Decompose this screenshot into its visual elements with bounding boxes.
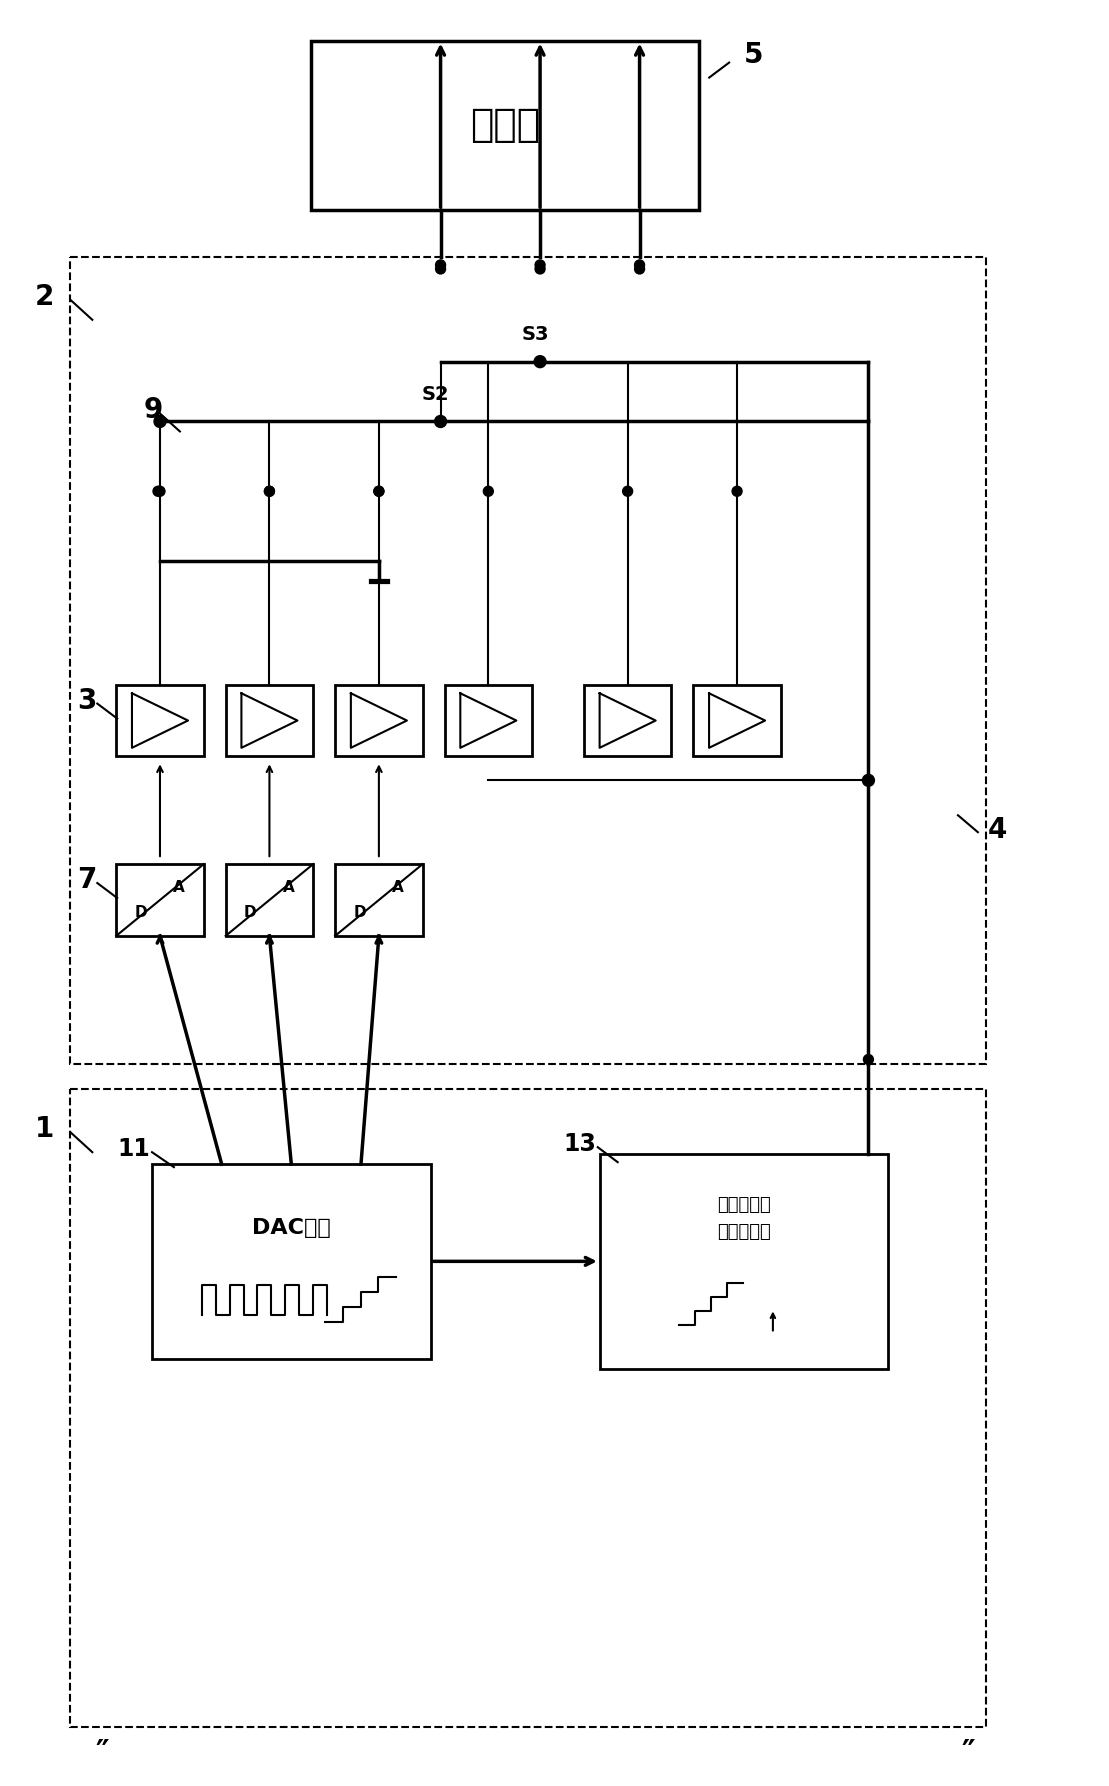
Circle shape xyxy=(622,486,632,497)
Bar xyxy=(335,684,423,757)
Circle shape xyxy=(436,261,446,270)
Circle shape xyxy=(732,486,742,497)
Circle shape xyxy=(374,486,384,497)
Bar xyxy=(225,684,313,757)
Circle shape xyxy=(436,264,446,273)
Text: 7: 7 xyxy=(78,866,96,895)
Bar xyxy=(116,684,204,757)
Text: A: A xyxy=(283,879,295,895)
Text: 2: 2 xyxy=(35,282,54,311)
Circle shape xyxy=(264,486,274,497)
Text: S2: S2 xyxy=(421,384,449,404)
Text: A: A xyxy=(393,879,404,895)
Text: 5: 5 xyxy=(744,41,763,68)
Circle shape xyxy=(435,416,447,427)
Circle shape xyxy=(536,261,545,270)
Text: 4: 4 xyxy=(988,816,1007,845)
Bar xyxy=(152,1164,430,1359)
Bar xyxy=(583,684,671,757)
Circle shape xyxy=(864,1054,874,1064)
Bar xyxy=(71,1089,986,1727)
Text: D: D xyxy=(134,906,147,920)
Circle shape xyxy=(484,486,494,497)
Bar xyxy=(116,864,204,936)
Circle shape xyxy=(374,486,384,497)
Circle shape xyxy=(264,486,274,497)
Text: 9: 9 xyxy=(144,395,163,423)
Text: 11: 11 xyxy=(118,1138,150,1161)
Text: 功率级: 功率级 xyxy=(470,107,540,145)
Bar xyxy=(693,684,781,757)
Circle shape xyxy=(634,264,644,273)
Text: DAC控制: DAC控制 xyxy=(252,1218,330,1238)
Circle shape xyxy=(154,416,166,427)
Circle shape xyxy=(536,264,545,273)
Text: 选通脉冲解
码逻辑电路: 选通脉冲解 码逻辑电路 xyxy=(718,1197,771,1241)
Circle shape xyxy=(155,486,165,497)
Bar xyxy=(312,41,700,211)
Bar xyxy=(71,257,986,1064)
Text: A: A xyxy=(173,879,185,895)
Circle shape xyxy=(535,355,546,368)
Text: 1: 1 xyxy=(35,1114,54,1143)
Bar xyxy=(335,864,423,936)
Text: ″: ″ xyxy=(95,1738,109,1766)
Circle shape xyxy=(863,775,874,786)
Bar xyxy=(445,684,532,757)
Circle shape xyxy=(153,486,163,497)
Text: ″: ″ xyxy=(962,1738,975,1766)
Text: S3: S3 xyxy=(521,325,549,343)
Bar xyxy=(600,1154,888,1368)
Circle shape xyxy=(634,261,644,270)
Text: D: D xyxy=(354,906,366,920)
Text: D: D xyxy=(244,906,256,920)
Text: 3: 3 xyxy=(78,686,96,714)
Text: 13: 13 xyxy=(563,1132,596,1156)
Bar xyxy=(225,864,313,936)
